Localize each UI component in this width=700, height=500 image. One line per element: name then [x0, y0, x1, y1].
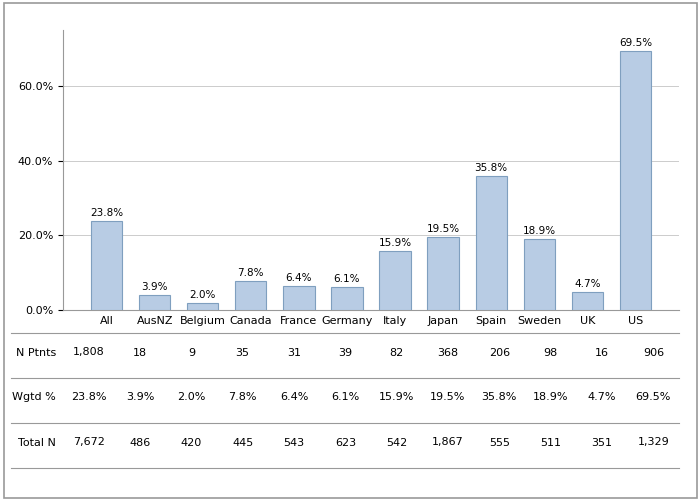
Text: Wgtd %: Wgtd %: [13, 392, 56, 402]
Text: 511: 511: [540, 438, 561, 448]
Text: Total N: Total N: [18, 438, 56, 448]
Text: 9: 9: [188, 348, 195, 358]
Text: 2.0%: 2.0%: [190, 290, 216, 300]
Text: 1,867: 1,867: [432, 438, 464, 448]
Bar: [379, 250, 411, 310]
Text: 69.5%: 69.5%: [636, 392, 671, 402]
Text: 4.7%: 4.7%: [588, 392, 616, 402]
Text: 6.4%: 6.4%: [286, 273, 312, 283]
Text: 542: 542: [386, 438, 407, 448]
Bar: [91, 221, 122, 310]
Text: 555: 555: [489, 438, 510, 448]
Text: 23.8%: 23.8%: [90, 208, 123, 218]
Bar: [235, 281, 267, 310]
Text: 351: 351: [592, 438, 612, 448]
Text: 1,329: 1,329: [638, 438, 669, 448]
Text: 445: 445: [232, 438, 253, 448]
Bar: [572, 292, 603, 310]
Bar: [620, 50, 651, 310]
Text: 7.8%: 7.8%: [237, 268, 264, 278]
Text: 19.5%: 19.5%: [430, 392, 466, 402]
Text: 486: 486: [130, 438, 150, 448]
Text: 35: 35: [236, 348, 250, 358]
Text: 15.9%: 15.9%: [379, 392, 414, 402]
Text: 7.8%: 7.8%: [228, 392, 257, 402]
Text: 206: 206: [489, 348, 510, 358]
Text: 35.8%: 35.8%: [482, 392, 517, 402]
Bar: [475, 176, 507, 310]
Text: 3.9%: 3.9%: [126, 392, 154, 402]
Text: 18.9%: 18.9%: [523, 226, 556, 236]
Text: 2.0%: 2.0%: [177, 392, 206, 402]
Bar: [139, 296, 170, 310]
Bar: [331, 287, 363, 310]
Text: 623: 623: [335, 438, 356, 448]
Bar: [524, 240, 555, 310]
Bar: [284, 286, 314, 310]
Text: 6.1%: 6.1%: [331, 392, 360, 402]
Text: 82: 82: [389, 348, 404, 358]
Text: 23.8%: 23.8%: [71, 392, 106, 402]
Text: 15.9%: 15.9%: [379, 238, 412, 248]
Bar: [428, 237, 458, 310]
Text: 4.7%: 4.7%: [574, 280, 601, 289]
Text: 39: 39: [338, 348, 352, 358]
Text: 368: 368: [438, 348, 458, 358]
Text: 69.5%: 69.5%: [619, 38, 652, 48]
Text: 3.9%: 3.9%: [141, 282, 168, 292]
Text: 906: 906: [643, 348, 664, 358]
Text: 16: 16: [595, 348, 609, 358]
Text: 420: 420: [181, 438, 202, 448]
Text: 19.5%: 19.5%: [426, 224, 460, 234]
Text: 6.4%: 6.4%: [280, 392, 308, 402]
Text: 1,808: 1,808: [73, 348, 104, 358]
Text: 35.8%: 35.8%: [475, 164, 508, 173]
Text: N Ptnts: N Ptnts: [15, 348, 56, 358]
Text: 6.1%: 6.1%: [334, 274, 360, 284]
Text: 18: 18: [133, 348, 147, 358]
Text: 31: 31: [287, 348, 301, 358]
Bar: [187, 302, 218, 310]
Text: 7,672: 7,672: [73, 438, 104, 448]
Text: 18.9%: 18.9%: [533, 392, 568, 402]
Text: 543: 543: [284, 438, 304, 448]
Text: 98: 98: [543, 348, 558, 358]
